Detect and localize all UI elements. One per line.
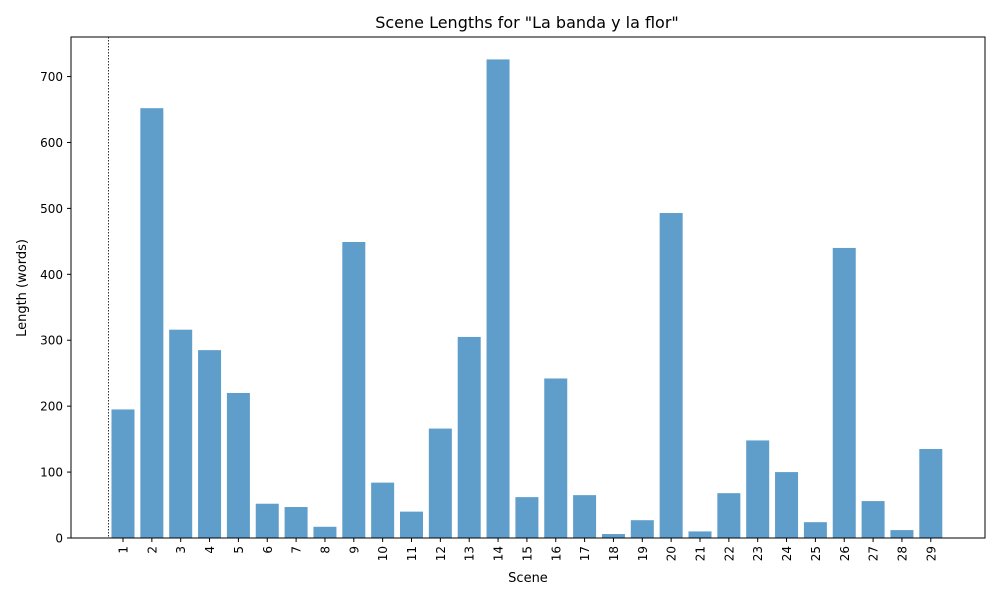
bar-scene-23 <box>746 440 770 538</box>
bar-scene-5 <box>226 392 250 538</box>
x-tick-label: 20 <box>665 546 679 561</box>
y-tick-label: 600 <box>40 136 63 150</box>
plot-frame <box>70 36 986 539</box>
bar-scene-26 <box>832 247 856 538</box>
x-tick-label: 29 <box>924 546 938 561</box>
bar-scene-1 <box>111 409 135 538</box>
bar-scene-9 <box>342 242 366 538</box>
x-tick-label: 4 <box>203 546 217 554</box>
bar-scene-17 <box>573 495 597 538</box>
x-tick-label: 17 <box>578 546 592 561</box>
bar-scene-14 <box>486 59 510 538</box>
x-tick-label: 9 <box>347 546 361 554</box>
y-tick-label: 400 <box>40 268 63 282</box>
x-tick-label: 23 <box>751 546 765 561</box>
bar-scene-7 <box>284 507 308 538</box>
y-tick-label: 300 <box>40 334 63 348</box>
bar-scene-13 <box>457 336 481 538</box>
y-axis: 0 100 200 300 400 500 600 700 <box>40 70 71 546</box>
bar-scene-24 <box>775 472 799 538</box>
x-tick-label: 28 <box>895 546 909 561</box>
bar-scene-25 <box>803 522 827 538</box>
x-tick-label: 11 <box>405 546 419 561</box>
x-tick-label: 19 <box>636 546 650 561</box>
bar-scene-29 <box>919 449 943 538</box>
y-tick-label: 700 <box>40 70 63 84</box>
bar-scene-18 <box>601 534 625 538</box>
x-tick-label: 26 <box>838 546 852 561</box>
bars-group <box>111 59 943 539</box>
bar-scene-27 <box>861 501 885 538</box>
x-tick-label: 25 <box>809 546 823 561</box>
bar-scene-12 <box>428 428 452 538</box>
bar-scene-11 <box>400 511 423 538</box>
x-tick-label: 7 <box>290 546 304 554</box>
x-tick-label: 12 <box>434 546 448 561</box>
x-tick-label: 2 <box>145 546 159 554</box>
y-tick-label: 500 <box>40 202 63 216</box>
x-tick-label: 22 <box>722 546 736 561</box>
bar-scene-28 <box>890 530 914 538</box>
bar-scene-4 <box>198 350 222 539</box>
bar-scene-8 <box>313 526 337 538</box>
chart-title: Scene Lengths for "La banda y la flor" <box>375 13 679 32</box>
bar-scene-2 <box>140 108 164 538</box>
x-tick-label: 13 <box>463 546 477 561</box>
x-tick-label: 1 <box>117 546 131 554</box>
x-axis-label: Scene <box>508 571 548 586</box>
y-axis-label: Length (words) <box>15 239 30 337</box>
x-tick-label: 16 <box>549 546 563 561</box>
x-tick-label: 24 <box>780 546 794 561</box>
x-tick-label: 10 <box>376 546 390 561</box>
x-tick-label: 5 <box>232 546 246 554</box>
bar-scene-3 <box>169 329 193 538</box>
x-tick-label: 6 <box>261 546 275 554</box>
x-tick-label: 8 <box>318 546 332 554</box>
x-tick-label: 18 <box>607 546 621 561</box>
x-axis: 1 2 3 4 5 6 7 8 9 10 11 12 13 14 15 16 17 18 19 20 21 22 23 24 2… <box>117 538 938 561</box>
x-tick-label: 21 <box>694 546 708 561</box>
y-tick-label: 200 <box>40 400 63 414</box>
y-tick-label: 0 <box>55 532 63 546</box>
y-tick-label: 100 <box>40 466 63 480</box>
bar-scene-19 <box>630 520 654 538</box>
x-tick-label: 15 <box>520 546 534 561</box>
bar-scene-21 <box>688 531 712 538</box>
bar-scene-20 <box>659 213 683 538</box>
bar-scene-6 <box>255 503 279 538</box>
bar-scene-15 <box>515 497 539 538</box>
bar-scene-16 <box>544 378 568 538</box>
x-tick-label: 14 <box>492 546 506 561</box>
x-tick-label: 3 <box>174 546 188 554</box>
bar-scene-22 <box>717 493 741 538</box>
x-tick-label: 27 <box>867 546 881 561</box>
bar-scene-10 <box>371 482 395 538</box>
